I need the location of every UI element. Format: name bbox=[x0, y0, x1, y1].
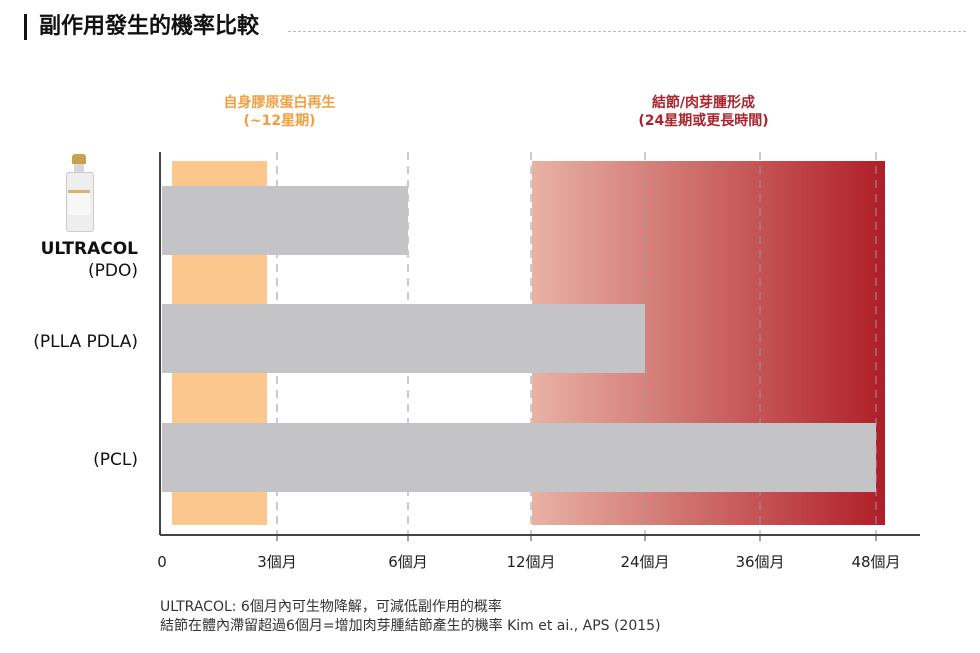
x-tick-label-5: 36個月 bbox=[735, 553, 784, 571]
category-sub-plla: (PLLA PDLA) bbox=[33, 332, 138, 352]
category-name-ultracol: ULTRACOL bbox=[40, 239, 138, 259]
footnote-line2: 結節在體內滯留超過6個月=增加肉芽腫結節產生的機率 Kim et ai., AP… bbox=[160, 618, 661, 634]
category-sub-ultracol: (PDO) bbox=[88, 261, 138, 281]
x-tick-label-3: 12個月 bbox=[506, 553, 555, 571]
x-tick-label-4: 24個月 bbox=[620, 553, 669, 571]
category-label-ultracol: ULTRACOL (PDO) bbox=[41, 238, 138, 282]
x-tick-label-6: 48個月 bbox=[851, 553, 900, 571]
category-label-pcl: (PCL) bbox=[93, 449, 138, 471]
x-tick-label-0: 0 bbox=[157, 553, 167, 571]
bar-2 bbox=[162, 304, 645, 373]
zone-label-nodule-line1: 結節/肉芽腫形成 bbox=[651, 95, 756, 111]
bar-1 bbox=[162, 186, 408, 255]
title-divider bbox=[288, 31, 966, 32]
zone-label-collagen-line2: (~12星期) bbox=[243, 113, 316, 129]
zone-label-nodule-line2: (24星期或更長時間) bbox=[638, 113, 769, 129]
zone-label-collagen-line1: 自身膠原蛋白再生 bbox=[223, 95, 336, 111]
zone-label-nodule: 結節/肉芽腫形成 (24星期或更長時間) bbox=[638, 94, 768, 130]
x-tick-label-1: 3個月 bbox=[257, 553, 297, 571]
x-tick-label-2: 6個月 bbox=[388, 553, 428, 571]
bar-3 bbox=[162, 423, 876, 492]
zone-label-collagen: 自身膠原蛋白再生 (~12星期) bbox=[224, 94, 336, 130]
page-title: 副作用發生的機率比較 bbox=[24, 14, 259, 40]
footnote: ULTRACOL: 6個月內可生物降解，可減低副作用的概率 結節在體內滯留超過6… bbox=[160, 598, 661, 636]
ultracol-vial-icon bbox=[64, 154, 94, 232]
category-sub-pcl: (PCL) bbox=[93, 450, 138, 470]
footnote-line1: ULTRACOL: 6個月內可生物降解，可減低副作用的概率 bbox=[160, 599, 502, 615]
category-label-plla: (PLLA PDLA) bbox=[33, 331, 138, 353]
